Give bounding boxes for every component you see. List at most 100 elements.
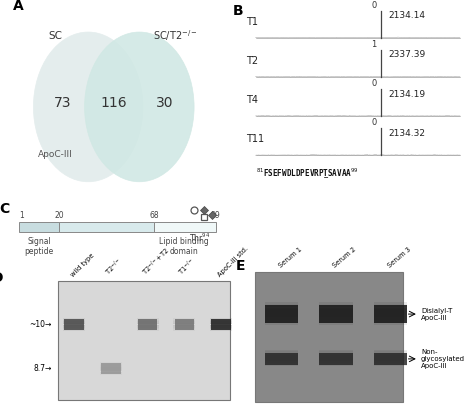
Text: 30: 30: [156, 96, 173, 110]
Bar: [319, 305, 353, 308]
Bar: [19, 222, 59, 232]
Bar: [173, 325, 195, 326]
Bar: [63, 322, 85, 323]
Bar: [210, 323, 232, 325]
Bar: [264, 356, 298, 358]
Bar: [173, 326, 195, 327]
Bar: [374, 361, 407, 363]
Bar: [319, 354, 353, 356]
Bar: [319, 358, 353, 360]
Bar: [63, 328, 85, 329]
Bar: [264, 321, 298, 322]
Bar: [59, 222, 154, 232]
Bar: [264, 353, 298, 365]
Bar: [319, 321, 353, 322]
Bar: [210, 320, 232, 321]
Bar: [374, 358, 407, 360]
Bar: [211, 319, 231, 330]
Bar: [264, 317, 298, 319]
Bar: [319, 302, 353, 304]
Bar: [319, 353, 353, 355]
Bar: [374, 315, 407, 317]
Bar: [210, 325, 232, 326]
Text: 99: 99: [211, 211, 220, 220]
Text: E: E: [236, 259, 245, 273]
Text: 2337.39: 2337.39: [388, 51, 425, 59]
Bar: [319, 349, 353, 352]
Bar: [137, 322, 158, 323]
Bar: [319, 317, 353, 319]
Bar: [100, 369, 122, 370]
Bar: [264, 304, 298, 305]
Text: $^{81}$FSEFWDLDPEVRPT$̲$SAVAA$^{99}$: $^{81}$FSEFWDLDPEVRPT$̲$SAVAA$^{99}$: [255, 167, 358, 181]
Text: 2134.32: 2134.32: [388, 129, 425, 138]
Bar: [319, 310, 353, 311]
Text: ApoC-III: ApoC-III: [38, 150, 73, 159]
Bar: [319, 361, 353, 363]
Bar: [210, 318, 232, 320]
Bar: [137, 323, 158, 325]
Bar: [264, 351, 298, 353]
Bar: [100, 362, 122, 364]
Bar: [264, 363, 298, 365]
Bar: [319, 356, 353, 358]
Text: D: D: [0, 271, 3, 285]
Bar: [173, 323, 195, 325]
Bar: [100, 365, 122, 367]
Bar: [100, 364, 122, 365]
Bar: [374, 349, 407, 352]
Bar: [63, 318, 85, 320]
Text: 0: 0: [371, 79, 376, 88]
Bar: [374, 323, 407, 325]
Text: T1$^{-/-}$: T1$^{-/-}$: [176, 256, 199, 278]
Text: Signal
peptide: Signal peptide: [25, 237, 54, 256]
Bar: [174, 319, 194, 330]
Bar: [173, 330, 195, 331]
Bar: [137, 330, 158, 331]
Bar: [374, 317, 407, 319]
Bar: [63, 330, 85, 331]
Bar: [374, 302, 407, 304]
Text: Non-
glycosylated
ApoC-III: Non- glycosylated ApoC-III: [421, 349, 465, 369]
Text: wild type: wild type: [70, 252, 96, 278]
Text: Serum 2: Serum 2: [332, 247, 357, 269]
Text: T11: T11: [246, 134, 264, 144]
Bar: [374, 321, 407, 322]
Text: 68: 68: [149, 211, 159, 220]
Bar: [319, 311, 353, 313]
Bar: [319, 319, 353, 321]
Bar: [154, 222, 216, 232]
Bar: [374, 353, 407, 365]
Bar: [264, 354, 298, 356]
Bar: [264, 305, 298, 308]
Bar: [374, 310, 407, 311]
Bar: [374, 353, 407, 355]
Bar: [319, 363, 353, 365]
Bar: [173, 328, 195, 329]
Text: Serum 3: Serum 3: [386, 247, 412, 269]
Bar: [319, 308, 353, 309]
Text: 0: 0: [371, 119, 376, 127]
Bar: [264, 313, 298, 315]
Bar: [264, 364, 298, 366]
Bar: [264, 308, 298, 309]
Text: SC/T2$^{-/-}$: SC/T2$^{-/-}$: [154, 28, 198, 43]
Text: 1: 1: [19, 211, 24, 220]
Bar: [264, 310, 298, 311]
Bar: [374, 319, 407, 321]
Text: 0: 0: [371, 1, 376, 10]
Bar: [264, 302, 298, 304]
Bar: [63, 320, 85, 321]
Bar: [137, 320, 158, 321]
Text: A: A: [13, 0, 24, 13]
Bar: [374, 351, 407, 353]
Bar: [374, 313, 407, 315]
Bar: [264, 315, 298, 317]
Bar: [100, 370, 122, 371]
Bar: [63, 326, 85, 327]
Bar: [100, 373, 122, 374]
Text: T1: T1: [246, 17, 258, 27]
Bar: [210, 322, 232, 323]
Text: Thr$^{94}$: Thr$^{94}$: [189, 232, 210, 244]
Bar: [137, 326, 158, 327]
